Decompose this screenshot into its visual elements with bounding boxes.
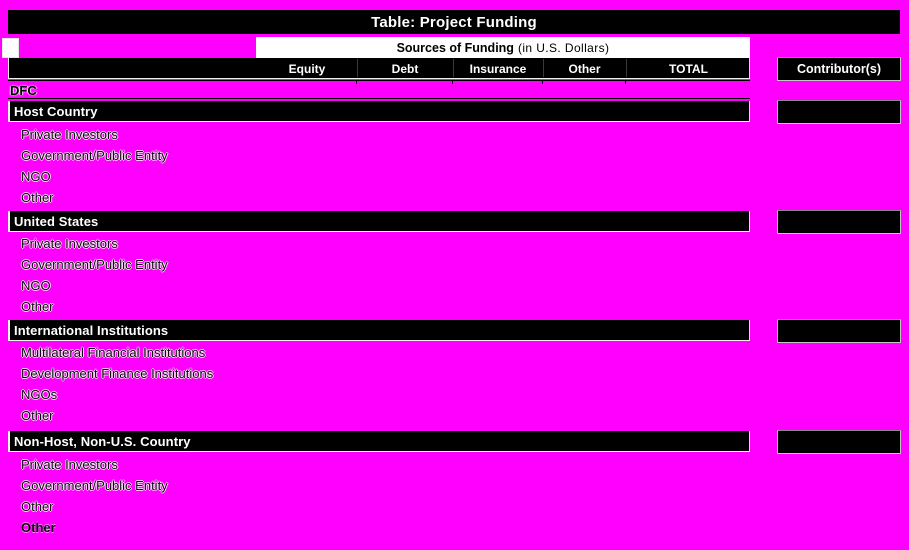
- dfc-other-cell[interactable]: [542, 81, 625, 99]
- funding-columns-header: Equity Debt Insurance Other TOTAL: [8, 58, 750, 79]
- dfc-label: DFC: [10, 82, 37, 98]
- left-margin-input-cell[interactable]: [2, 38, 19, 58]
- column-tick: [542, 81, 543, 84]
- section-label: International Institutions: [14, 322, 169, 338]
- row-host-ngo: NGO: [21, 169, 51, 184]
- dfc-total-cell[interactable]: [625, 81, 750, 99]
- currency-note: (in U.S. Dollars): [517, 40, 610, 55]
- row-us-ngo: NGO: [21, 278, 51, 293]
- row-intl-ngos: NGOs: [21, 387, 58, 402]
- section-label: Host Country: [14, 103, 98, 119]
- section-label: United States: [14, 213, 99, 229]
- column-header-other: Other: [568, 61, 601, 76]
- row-intl-other: Other: [21, 408, 54, 423]
- host-country-contributor-cell: [777, 100, 901, 124]
- row-nonhost-other: Other: [21, 499, 54, 514]
- column-divider: [626, 59, 627, 77]
- row-intl-development-finance-institutions: Development Finance Institutions: [21, 366, 214, 381]
- dfc-insurance-cell[interactable]: [452, 81, 542, 99]
- section-header-host-country: Host Country: [8, 101, 750, 122]
- dfc-row: DFC: [8, 80, 750, 99]
- section-header-non-host-non-us-country: Non-Host, Non-U.S. Country: [8, 431, 750, 452]
- row-host-government-public-entity: Government/Public Entity: [21, 148, 168, 163]
- row-host-private-investors: Private Investors: [21, 127, 118, 142]
- column-tick: [625, 81, 626, 84]
- sources-of-funding-header: Sources of Funding (in U.S. Dollars): [256, 37, 750, 58]
- column-tick: [452, 81, 453, 84]
- contributors-header-label: Contributor(s): [796, 62, 881, 76]
- column-header-insurance: Insurance: [469, 61, 527, 76]
- column-divider: [453, 59, 454, 77]
- section-label: Non-Host, Non-U.S. Country: [14, 433, 191, 449]
- sources-of-funding-label: Sources of Funding: [396, 40, 514, 55]
- row-us-other: Other: [21, 299, 54, 314]
- row-us-government-public-entity: Government/Public Entity: [21, 257, 168, 272]
- column-tick: [356, 81, 357, 84]
- page-title: Table: Project Funding: [371, 13, 537, 31]
- table-title-bar: Table: Project Funding: [8, 10, 900, 34]
- column-divider: [543, 59, 544, 77]
- dfc-debt-cell[interactable]: [356, 81, 452, 99]
- column-divider: [357, 59, 358, 77]
- international-institutions-contributor-cell: [777, 319, 901, 343]
- row-nonhost-government-public-entity: Government/Public Entity: [21, 478, 168, 493]
- united-states-contributor-cell: [777, 210, 901, 234]
- dfc-equity-cell[interactable]: [256, 81, 356, 99]
- column-header-total: TOTAL: [669, 61, 708, 76]
- row-us-private-investors: Private Investors: [21, 236, 118, 251]
- column-header-debt: Debt: [391, 61, 419, 76]
- section-header-international-institutions: International Institutions: [8, 320, 750, 341]
- contributors-column-header: Contributor(s): [777, 57, 901, 81]
- column-header-equity: Equity: [288, 61, 326, 76]
- row-host-other: Other: [21, 190, 54, 205]
- section-header-united-states: United States: [8, 211, 750, 232]
- row-nonhost-private-investors: Private Investors: [21, 457, 118, 472]
- non-host-contributor-cell: [777, 430, 901, 454]
- row-intl-multilateral-financial-institutions: Multilateral Financial Institutions: [21, 345, 206, 360]
- row-final-other: Other: [21, 520, 56, 535]
